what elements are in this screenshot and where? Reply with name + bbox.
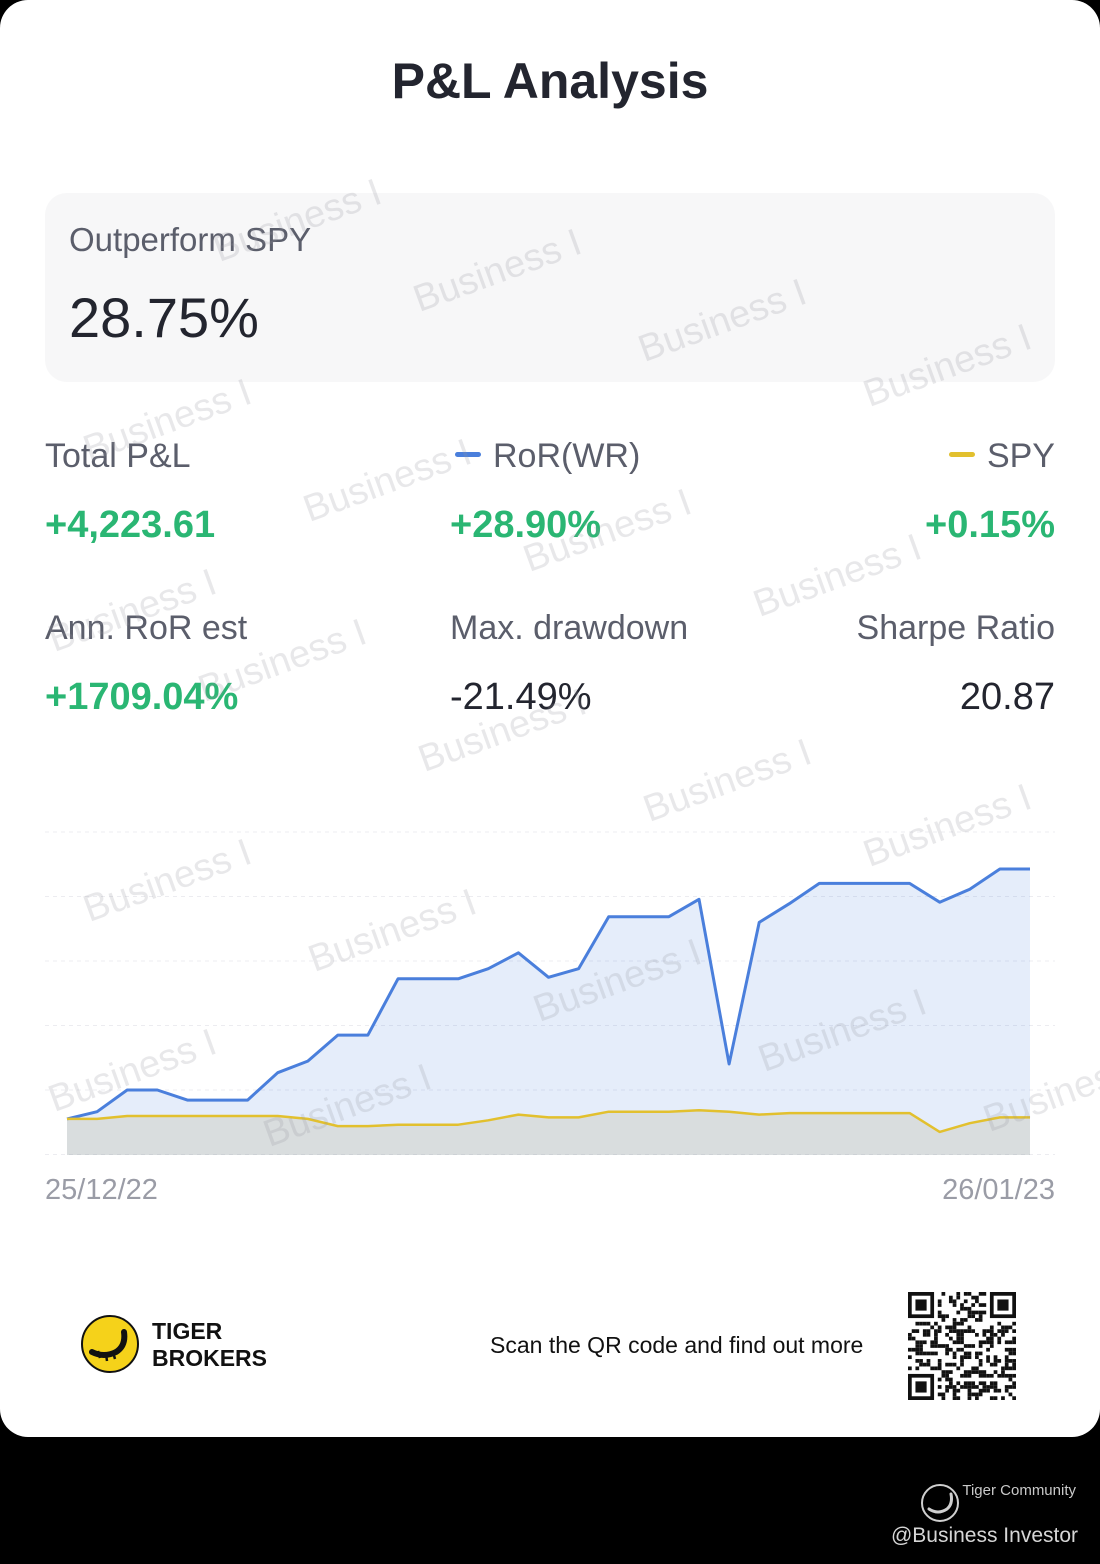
- page-title: P&L Analysis: [391, 53, 709, 109]
- qr-code-icon[interactable]: [908, 1292, 1016, 1400]
- brand-line1: TIGER: [152, 1318, 223, 1344]
- total-pnl-label: Total P&L: [45, 437, 191, 475]
- ror-legend: RoR(WR): [455, 437, 640, 476]
- outperform-label: Outperform SPY: [69, 221, 312, 258]
- scan-qr-text: Scan the QR code and find out more: [490, 1332, 864, 1358]
- user-handle: @Business Investor: [890, 1524, 1078, 1547]
- brand-line2: BROKERS: [152, 1345, 268, 1371]
- ror-label: RoR(WR): [493, 437, 641, 475]
- tiger-brokers-logo-icon: [81, 1315, 139, 1373]
- pnl-chart: [45, 831, 1055, 1155]
- ann-ror-value: +1709.04%: [45, 676, 239, 718]
- tiger-community-icon: [921, 1484, 959, 1522]
- total-pnl-value: +4,223.61: [45, 504, 216, 546]
- chart-start-date: 25/12/22: [45, 1174, 158, 1206]
- max-drawdown-value: -21.49%: [450, 676, 592, 718]
- series-line-1: [67, 1108, 1030, 1134]
- spy-value: +0.15%: [925, 504, 1055, 546]
- max-drawdown-label: Max. drawdown: [450, 609, 689, 647]
- series-line-0: [66, 867, 1030, 1121]
- pnl-card: P&L Analysis Outperform SPY 28.75% Total…: [0, 0, 1100, 1437]
- spy-swatch: [948, 451, 975, 457]
- brand-name: TIGER BROKERS: [152, 1318, 267, 1372]
- outperform-panel: Outperform SPY 28.75%: [45, 193, 1055, 382]
- community-label: Tiger Community: [962, 1482, 1076, 1499]
- sharpe-label: Sharpe Ratio: [856, 609, 1055, 647]
- watermark-text: Business I: [637, 731, 818, 831]
- series-area-1: [67, 1110, 1030, 1155]
- spy-label: SPY: [986, 437, 1055, 475]
- sharpe-value: 20.87: [959, 676, 1055, 718]
- outperform-value: 28.75%: [69, 286, 259, 349]
- ror-swatch: [455, 451, 481, 457]
- ann-ror-label: Ann. RoR est: [45, 609, 248, 647]
- spy-legend: SPY: [948, 437, 1055, 476]
- chart-end-date: 26/01/23: [942, 1174, 1055, 1206]
- series-area-0: [67, 869, 1030, 1155]
- ror-value: +28.90%: [450, 504, 602, 546]
